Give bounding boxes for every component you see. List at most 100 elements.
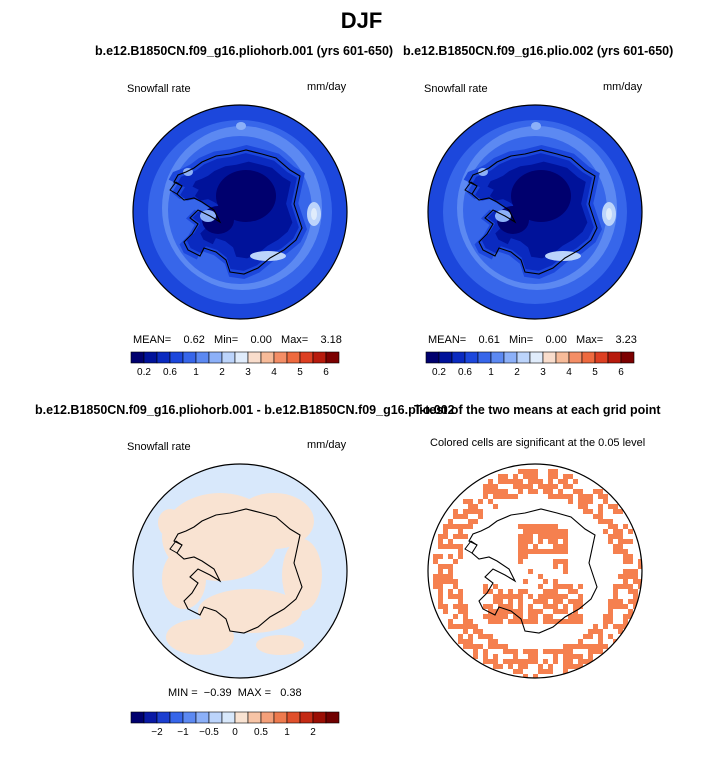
- significant-cell: [553, 539, 558, 544]
- significant-cell: [448, 544, 453, 549]
- significant-cell: [463, 499, 468, 504]
- significant-cell: [528, 534, 533, 539]
- significant-cell: [528, 469, 533, 474]
- significant-cell: [433, 554, 438, 559]
- significant-cell: [553, 609, 558, 614]
- significant-cell: [578, 499, 583, 504]
- significant-cell: [498, 609, 503, 614]
- significant-cell: [538, 484, 543, 489]
- significant-cell: [448, 589, 453, 594]
- significant-cell: [623, 554, 628, 559]
- significant-cell: [458, 514, 463, 519]
- significant-cell: [578, 619, 583, 624]
- significant-cell: [483, 649, 488, 654]
- significant-cell: [543, 524, 548, 529]
- map-border: [132, 104, 348, 320]
- significant-cell: [613, 599, 618, 604]
- significant-cell: [613, 534, 618, 539]
- significant-cell: [448, 624, 453, 629]
- significant-cell: [438, 539, 443, 544]
- positive-patch: [256, 635, 304, 655]
- significant-cell: [568, 474, 573, 479]
- significant-cell: [623, 584, 628, 589]
- significant-cell: [453, 524, 458, 529]
- significant-cell: [443, 609, 448, 614]
- significant-cell: [493, 584, 498, 589]
- significant-cell: [553, 604, 558, 609]
- figure-title: DJF: [340, 8, 383, 33]
- significant-cell: [558, 649, 563, 654]
- significant-cell: [493, 609, 498, 614]
- significant-cell: [563, 569, 568, 574]
- significant-cell: [633, 579, 638, 584]
- map-border: [427, 104, 643, 320]
- significant-cell: [548, 484, 553, 489]
- significant-cell: [473, 629, 478, 634]
- significant-cell: [523, 649, 528, 654]
- significant-cell: [633, 589, 638, 594]
- significant-cell: [483, 489, 488, 494]
- significant-cell: [573, 479, 578, 484]
- significant-cell: [628, 554, 633, 559]
- colorbar-box: [516, 351, 531, 364]
- significant-cell: [548, 594, 553, 599]
- significant-cell: [568, 649, 573, 654]
- peninsula-coast: [169, 540, 183, 554]
- significant-cell: [513, 649, 518, 654]
- significant-cell: [578, 654, 583, 659]
- significant-cell: [553, 474, 558, 479]
- significant-cell: [548, 549, 553, 554]
- significant-cell: [588, 494, 593, 499]
- significant-cell: [543, 489, 548, 494]
- significant-cell: [553, 524, 558, 529]
- significant-cell: [468, 519, 473, 524]
- significant-cell: [463, 524, 468, 529]
- significant-cell: [508, 664, 513, 669]
- significant-cell: [533, 614, 538, 619]
- significant-cell: [553, 589, 558, 594]
- significant-cell: [518, 484, 523, 489]
- significant-cell: [523, 484, 528, 489]
- colorbar-tick-label: 1: [488, 367, 494, 378]
- significant-cell: [448, 619, 453, 624]
- significant-cell: [533, 599, 538, 604]
- colorbar-box: [325, 711, 340, 724]
- significant-cell: [568, 644, 573, 649]
- significant-cell: [458, 589, 463, 594]
- significant-cell: [498, 489, 503, 494]
- significant-cell: [503, 614, 508, 619]
- colorbar-tick-label: −2: [151, 727, 163, 738]
- significant-cell: [488, 644, 493, 649]
- significant-cell: [453, 624, 458, 629]
- significant-cell: [538, 529, 543, 534]
- significant-cell: [468, 644, 473, 649]
- panel3-stats: MIN = −0.39 MAX = 0.38: [168, 687, 302, 699]
- significant-cell: [493, 619, 498, 624]
- colorbar-box: [286, 711, 301, 724]
- significant-cell: [598, 519, 603, 524]
- significant-cell: [623, 569, 628, 574]
- significant-cell: [628, 529, 633, 534]
- significant-cell: [563, 494, 568, 499]
- significant-cell: [533, 654, 538, 659]
- significant-cell: [568, 619, 573, 624]
- significant-cell: [573, 599, 578, 604]
- significant-cell: [573, 589, 578, 594]
- colorbar-box: [169, 351, 184, 364]
- significant-cell: [588, 509, 593, 514]
- significant-cell: [448, 579, 453, 584]
- significant-cell: [508, 479, 513, 484]
- significant-cell: [458, 639, 463, 644]
- significant-cell: [553, 544, 558, 549]
- significant-cell: [598, 494, 603, 499]
- significant-cell: [588, 499, 593, 504]
- significant-cell: [558, 549, 563, 554]
- colorbar-box: [438, 351, 453, 364]
- significant-cell: [443, 529, 448, 534]
- significant-cell: [533, 549, 538, 554]
- significant-cell: [498, 604, 503, 609]
- significant-cell: [523, 524, 528, 529]
- significant-cell: [543, 619, 548, 624]
- colorbar-box: [568, 351, 583, 364]
- colorbar-tick-label: 6: [323, 367, 329, 378]
